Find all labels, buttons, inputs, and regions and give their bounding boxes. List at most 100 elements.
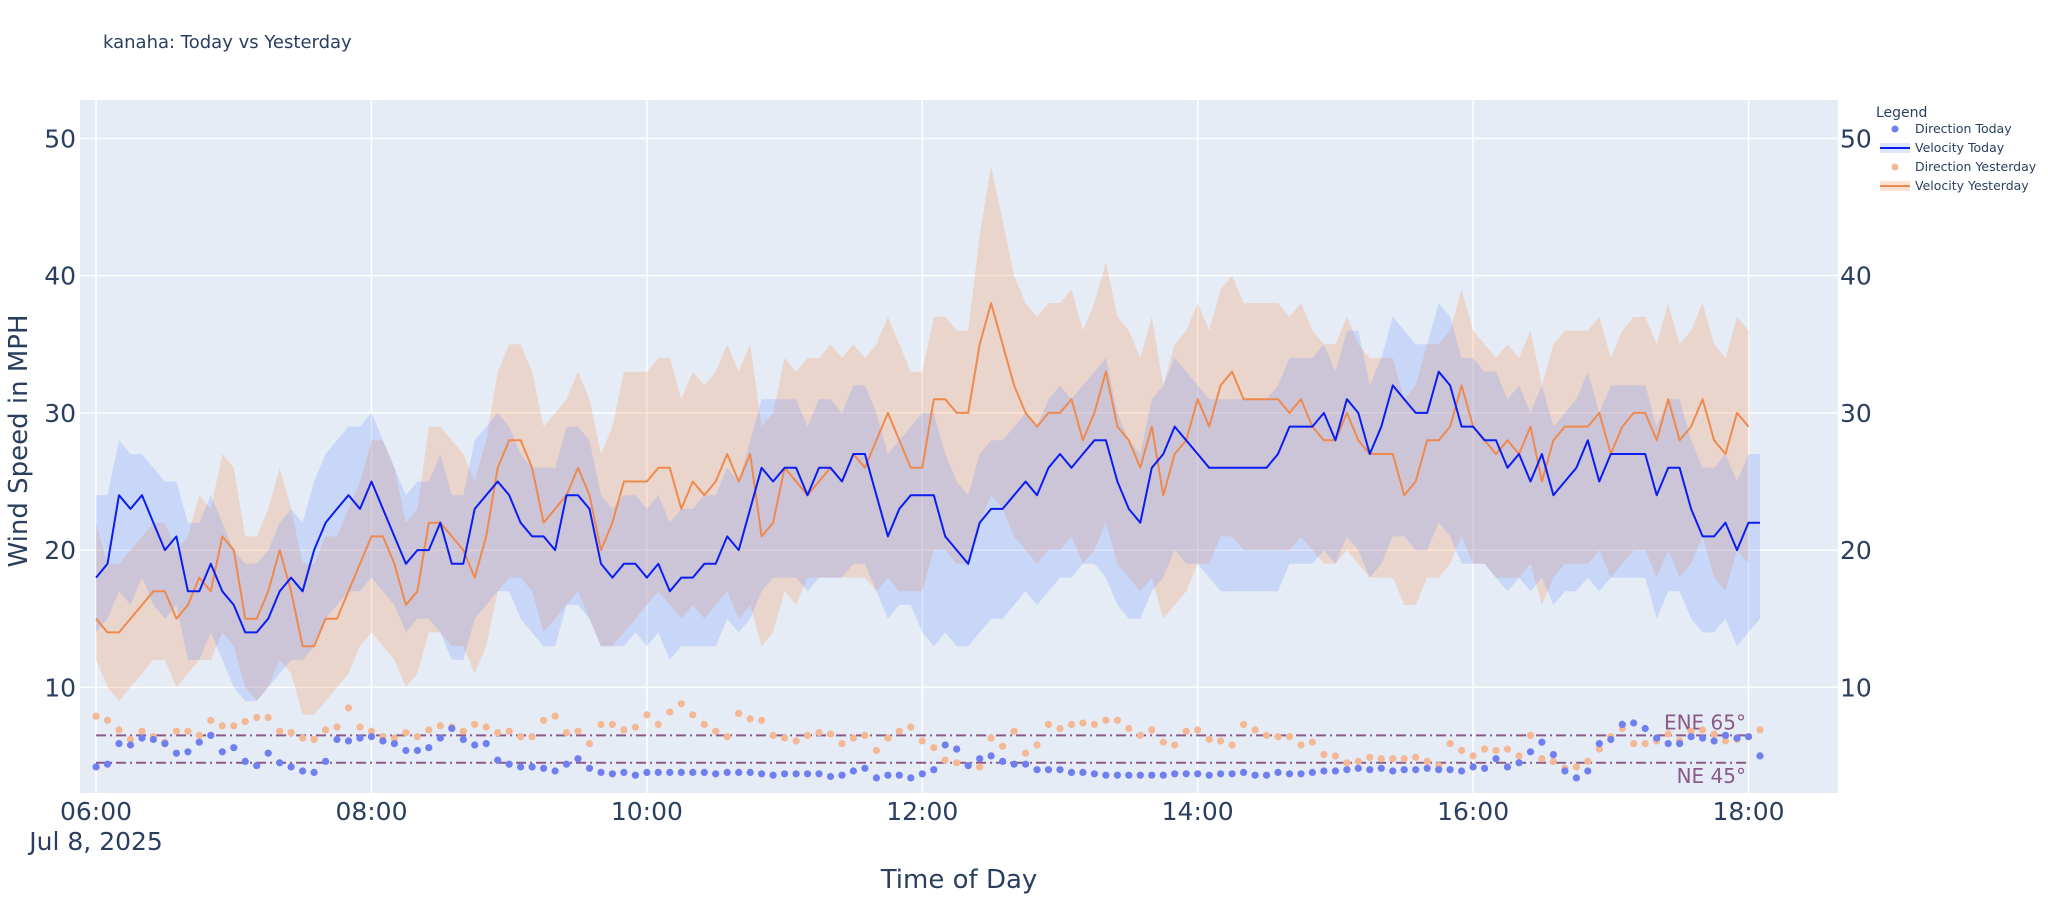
- point-direction-today: [517, 763, 525, 771]
- point-direction-today: [1079, 768, 1087, 777]
- point-direction-today: [1664, 740, 1672, 748]
- point-direction-today: [1033, 766, 1041, 774]
- y-tick-label-right: 50: [1840, 124, 1872, 153]
- point-direction-yesterday: [1343, 759, 1351, 767]
- point-direction-today: [1125, 771, 1133, 779]
- point-direction-yesterday: [482, 723, 490, 731]
- point-direction-today: [620, 768, 628, 777]
- point-direction-yesterday: [517, 733, 525, 741]
- point-direction-today: [390, 740, 398, 748]
- point-direction-today: [115, 740, 123, 748]
- point-direction-today: [1481, 764, 1489, 772]
- point-direction-yesterday: [861, 731, 869, 740]
- point-direction-today: [367, 733, 376, 741]
- point-direction-today: [1756, 752, 1764, 760]
- grid-lines: [80, 100, 1838, 793]
- point-direction-yesterday: [103, 716, 112, 724]
- point-direction-yesterday: [1205, 735, 1213, 744]
- point-direction-yesterday: [895, 727, 903, 735]
- point-direction-today: [723, 768, 731, 777]
- point-direction-yesterday: [494, 729, 502, 737]
- point-direction-yesterday: [872, 746, 881, 755]
- point-direction-yesterday: [1572, 763, 1580, 771]
- point-direction-today: [689, 768, 697, 777]
- point-direction-today: [1435, 766, 1443, 774]
- point-direction-today: [551, 767, 559, 775]
- x-tick-label: 08:00: [335, 797, 407, 826]
- point-direction-today: [700, 768, 708, 777]
- point-direction-yesterday: [1251, 726, 1259, 734]
- point-direction-yesterday: [1595, 745, 1603, 753]
- point-direction-yesterday: [1102, 716, 1110, 724]
- point-direction-yesterday: [344, 704, 353, 712]
- point-direction-today: [1354, 764, 1362, 772]
- point-direction-today: [1240, 768, 1248, 777]
- point-direction-yesterday: [1377, 755, 1385, 763]
- point-direction-today: [1217, 770, 1225, 778]
- point-direction-today: [494, 756, 502, 764]
- point-direction-today: [585, 764, 594, 772]
- point-direction-today: [1561, 767, 1569, 775]
- point-direction-yesterday: [849, 734, 858, 742]
- point-direction-yesterday: [1400, 755, 1408, 763]
- point-direction-yesterday: [195, 731, 203, 740]
- point-direction-yesterday: [597, 720, 605, 729]
- point-direction-today: [1710, 737, 1718, 745]
- point-direction-today: [1618, 720, 1626, 729]
- point-direction-today: [218, 748, 226, 756]
- point-direction-today: [276, 759, 284, 767]
- point-direction-today: [344, 737, 353, 745]
- point-direction-yesterday: [1056, 724, 1064, 733]
- point-direction-yesterday: [1285, 733, 1294, 741]
- point-direction-today: [1515, 759, 1523, 767]
- point-direction-yesterday: [735, 709, 743, 718]
- point-direction-today: [1526, 748, 1535, 756]
- point-direction-yesterday: [620, 726, 628, 734]
- point-direction-yesterday: [1641, 740, 1649, 748]
- point-direction-today: [1343, 766, 1351, 774]
- y-tick-label: 10: [44, 673, 76, 702]
- point-direction-today: [161, 740, 169, 748]
- point-direction-today: [1010, 760, 1018, 768]
- point-direction-today: [482, 740, 490, 748]
- point-direction-today: [1721, 731, 1730, 740]
- point-direction-today: [1549, 751, 1557, 759]
- point-direction-today: [1492, 755, 1500, 763]
- point-direction-today: [195, 738, 203, 746]
- point-direction-yesterday: [1033, 741, 1041, 749]
- point-direction-today: [448, 724, 456, 733]
- point-direction-today: [1607, 735, 1615, 744]
- point-direction-today: [528, 763, 536, 771]
- point-direction-yesterday: [1010, 727, 1018, 735]
- point-direction-today: [149, 735, 157, 744]
- point-direction-yesterday: [815, 729, 823, 737]
- point-direction-yesterday: [425, 726, 433, 734]
- point-direction-yesterday: [907, 723, 915, 731]
- point-direction-yesterday: [184, 727, 192, 735]
- point-direction-today: [1584, 767, 1592, 775]
- point-direction-yesterday: [574, 727, 582, 735]
- legend-item-label[interactable]: Direction Today: [1915, 121, 2012, 136]
- point-direction-yesterday: [1756, 726, 1764, 734]
- point-direction-today: [803, 770, 812, 778]
- x-tick-date: Jul 8, 2025: [27, 827, 163, 856]
- point-direction-yesterday: [1113, 716, 1121, 724]
- point-direction-today: [746, 768, 754, 777]
- point-direction-today: [907, 774, 915, 782]
- point-direction-today: [1251, 771, 1259, 779]
- point-direction-today: [1194, 770, 1202, 778]
- point-direction-today: [540, 764, 548, 772]
- point-direction-today: [1687, 733, 1695, 741]
- legend-item-label[interactable]: Velocity Yesterday: [1915, 178, 2029, 193]
- point-direction-yesterday: [608, 720, 617, 729]
- point-direction-yesterday: [677, 700, 685, 708]
- point-direction-today: [1274, 768, 1282, 777]
- point-direction-yesterday: [540, 716, 548, 724]
- point-direction-yesterday: [264, 713, 272, 722]
- point-direction-yesterday: [781, 734, 789, 742]
- point-direction-yesterday: [769, 731, 777, 740]
- point-direction-yesterday: [333, 723, 341, 731]
- legend-item-label[interactable]: Velocity Today: [1915, 140, 2005, 155]
- legend-item-label[interactable]: Direction Yesterday: [1915, 159, 2037, 174]
- point-direction-yesterday: [884, 734, 892, 742]
